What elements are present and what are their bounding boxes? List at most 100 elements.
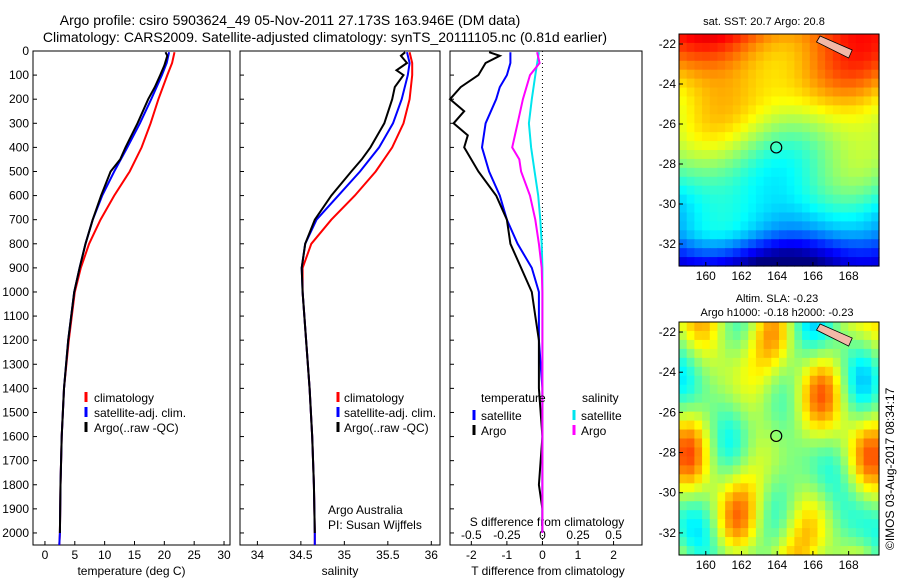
map-cell: [840, 456, 849, 466]
map-cell: [848, 239, 857, 249]
map-cell: [855, 96, 865, 106]
map-cell: [740, 123, 749, 133]
depth-tick-label: 100: [9, 68, 29, 82]
map-cell: [763, 60, 772, 71]
map-cell: [771, 447, 780, 458]
map-cell: [817, 357, 826, 368]
map-cell: [702, 114, 711, 124]
map-cell: [717, 537, 726, 547]
map-cell: [694, 221, 703, 231]
map-cell: [740, 546, 749, 556]
depth-tick-label: 1600: [2, 430, 29, 444]
map-cell: [817, 87, 826, 98]
map-cell: [840, 510, 849, 520]
map-cell: [855, 114, 865, 124]
map-cell: [779, 51, 788, 62]
map-cell: [809, 357, 819, 368]
map-cell: [809, 483, 819, 493]
map-cell: [732, 114, 742, 124]
map-cell: [755, 248, 765, 258]
map-cell: [732, 230, 742, 240]
map-cell: [725, 447, 734, 458]
map-cell: [855, 510, 865, 520]
map-cell: [763, 185, 772, 196]
map-cell: [809, 123, 819, 133]
map-cell: [786, 537, 795, 547]
map-cell: [794, 167, 803, 178]
map-cell: [840, 105, 849, 115]
map-cell: [848, 203, 857, 214]
map-cell: [748, 429, 757, 440]
map-cell: [755, 96, 765, 106]
map-cell: [679, 114, 688, 124]
map-cell: [786, 366, 795, 377]
imos-credit: ©IMOS 03-Aug-2017 08:34:17: [883, 387, 897, 550]
map-cell: [809, 438, 819, 449]
map-cell: [825, 519, 834, 529]
map-cell: [848, 474, 857, 484]
map-cell: [817, 384, 826, 395]
map-cell: [740, 483, 749, 493]
map-cell: [825, 447, 834, 458]
map-cell: [732, 239, 742, 249]
map-cell: [763, 51, 772, 62]
map-cell: [802, 158, 811, 169]
map-cell: [771, 357, 780, 368]
map-cell: [840, 402, 849, 413]
map-cell: [686, 158, 695, 169]
x-tick-label: 35: [338, 548, 352, 562]
map-cell: [809, 158, 819, 169]
map-cell: [863, 447, 872, 458]
map-cell: [832, 176, 842, 187]
map-cell: [755, 34, 765, 44]
map-cell: [802, 330, 811, 341]
map-cell: [794, 519, 803, 529]
map-cell: [686, 537, 695, 547]
map-cell: [779, 185, 788, 196]
map-cell: [848, 230, 857, 240]
map-cell: [740, 384, 749, 395]
map-cell: [848, 483, 857, 493]
map-cell: [832, 60, 842, 71]
map-cell: [825, 34, 834, 44]
map-cell: [840, 519, 849, 529]
map-cell: [786, 528, 795, 538]
map-cell: [863, 393, 872, 404]
map-cell: [694, 176, 703, 187]
argo-float-position-marker: [770, 141, 783, 154]
map-cell: [817, 537, 826, 547]
map-cell: [809, 230, 819, 240]
map-cell: [817, 60, 826, 71]
map-cell: [709, 34, 719, 44]
map-cell: [717, 411, 726, 422]
map-cell: [748, 51, 757, 62]
map-cell: [863, 429, 872, 440]
map-cell: [809, 150, 819, 160]
depth-tick-label: 800: [9, 237, 29, 251]
map-cell: [786, 519, 795, 529]
map-cell: [825, 212, 834, 222]
map-cell: [709, 239, 719, 249]
map-cell: [679, 176, 688, 187]
map-cell: [855, 339, 865, 350]
map-cell: [855, 384, 865, 395]
map-cell: [732, 474, 742, 484]
map-cell: [840, 429, 849, 440]
map-cell: [755, 257, 765, 267]
map-cell: [763, 194, 772, 205]
map-cell: [732, 322, 742, 332]
map-cell: [732, 185, 742, 196]
map-cell: [717, 483, 726, 493]
map-cell: [825, 176, 834, 187]
map-cell: [686, 501, 695, 511]
map-cell: [725, 96, 734, 106]
map-cell: [794, 221, 803, 231]
map-cell: [779, 87, 788, 98]
map-cell: [802, 42, 811, 53]
map-cell: [817, 132, 826, 142]
map-cell: [871, 221, 880, 231]
map-cell: [771, 150, 780, 160]
map-cell: [702, 528, 711, 538]
map-cell: [771, 510, 780, 520]
map-cell: [848, 78, 857, 89]
